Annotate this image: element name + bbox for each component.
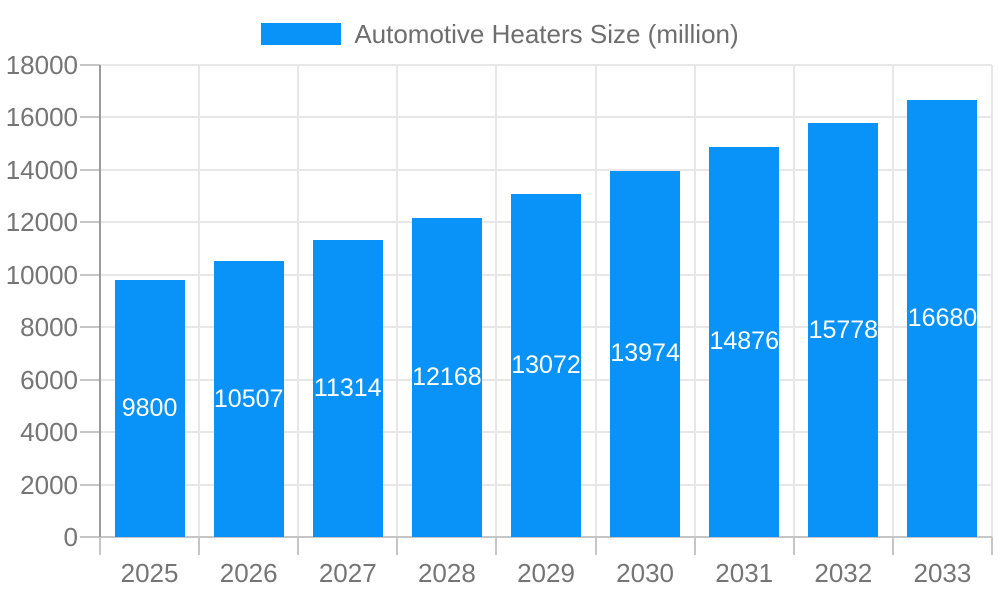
gridline-horizontal: [100, 116, 992, 119]
gridline-vertical: [495, 65, 498, 537]
x-tick: [495, 537, 498, 555]
x-tick: [297, 537, 300, 555]
x-axis-line: [100, 536, 992, 538]
x-tick-label: 2032: [814, 558, 873, 588]
gridline-horizontal: [100, 64, 992, 66]
y-tick-label: 4000: [20, 417, 78, 448]
x-tick-label: 2025: [120, 558, 179, 588]
gridline-vertical: [891, 65, 894, 537]
legend-swatch[interactable]: [261, 23, 342, 45]
bar[interactable]: 12168: [411, 217, 482, 537]
gridline-vertical: [594, 65, 597, 537]
y-tick: [80, 431, 100, 434]
y-tick: [80, 536, 100, 538]
x-tick-label: 2026: [219, 558, 278, 588]
y-tick: [80, 64, 100, 66]
gridline-horizontal: [100, 168, 992, 171]
bar-value-label: 11314: [313, 374, 382, 403]
x-tick: [594, 537, 597, 555]
gridline-vertical: [297, 65, 300, 537]
y-tick: [80, 378, 100, 381]
bar-value-label: 10507: [213, 384, 284, 413]
x-tick-label: 2031: [715, 558, 774, 588]
bar-value-label: 13974: [610, 339, 680, 368]
bar-value-label: 16680: [907, 303, 978, 332]
y-tick-label: 18000: [5, 50, 78, 80]
x-tick: [693, 537, 696, 555]
y-tick-label: 16000: [5, 102, 78, 133]
bar[interactable]: 9800: [114, 280, 185, 537]
y-tick-label: 12000: [5, 207, 78, 238]
bar-value-label: 9800: [121, 394, 178, 422]
y-tick: [80, 326, 100, 329]
x-tick: [792, 537, 795, 555]
bar[interactable]: 13072: [511, 194, 581, 537]
x-tick-label: 2029: [517, 558, 575, 588]
gridline-vertical: [991, 65, 993, 537]
y-tick-label: 2000: [20, 469, 78, 500]
gridline-vertical: [396, 65, 399, 537]
y-tick: [80, 483, 100, 486]
x-tick-label: 2028: [417, 558, 476, 588]
gridline-vertical: [792, 65, 795, 537]
x-tick-label: 2030: [616, 558, 675, 588]
legend[interactable]: Automotive Heaters Size (million): [0, 21, 1000, 47]
y-tick: [80, 168, 100, 171]
x-tick: [99, 537, 101, 555]
y-tick-label: 14000: [5, 154, 78, 185]
y-tick-label: 6000: [20, 364, 78, 395]
y-tick-label: 10000: [5, 259, 78, 290]
bar[interactable]: 15778: [808, 123, 879, 537]
gridline-vertical: [693, 65, 696, 537]
bar[interactable]: 16680: [907, 99, 978, 537]
bar[interactable]: 14876: [709, 146, 780, 537]
y-tick: [80, 221, 100, 224]
bar-value-label: 14876: [709, 327, 779, 356]
y-axis-line: [99, 65, 101, 537]
bar[interactable]: 13974: [610, 170, 681, 537]
bar-value-label: 15778: [808, 315, 879, 344]
y-tick: [80, 116, 100, 119]
x-tick-label: 2033: [913, 558, 972, 588]
x-tick-label: 2027: [318, 558, 377, 588]
x-tick: [198, 537, 201, 555]
bar[interactable]: 11314: [312, 240, 383, 537]
bar-value-label: 13072: [511, 351, 581, 380]
bar-value-label: 12168: [412, 362, 482, 391]
y-tick: [80, 273, 100, 276]
x-tick: [396, 537, 399, 555]
bar[interactable]: 10507: [213, 261, 284, 537]
y-tick-label: 8000: [20, 312, 78, 343]
x-tick: [891, 537, 894, 555]
gridline-vertical: [198, 65, 201, 537]
x-tick: [991, 537, 993, 555]
y-tick-label: 0: [63, 522, 78, 552]
legend-label: Automotive Heaters Size (million): [354, 19, 739, 49]
